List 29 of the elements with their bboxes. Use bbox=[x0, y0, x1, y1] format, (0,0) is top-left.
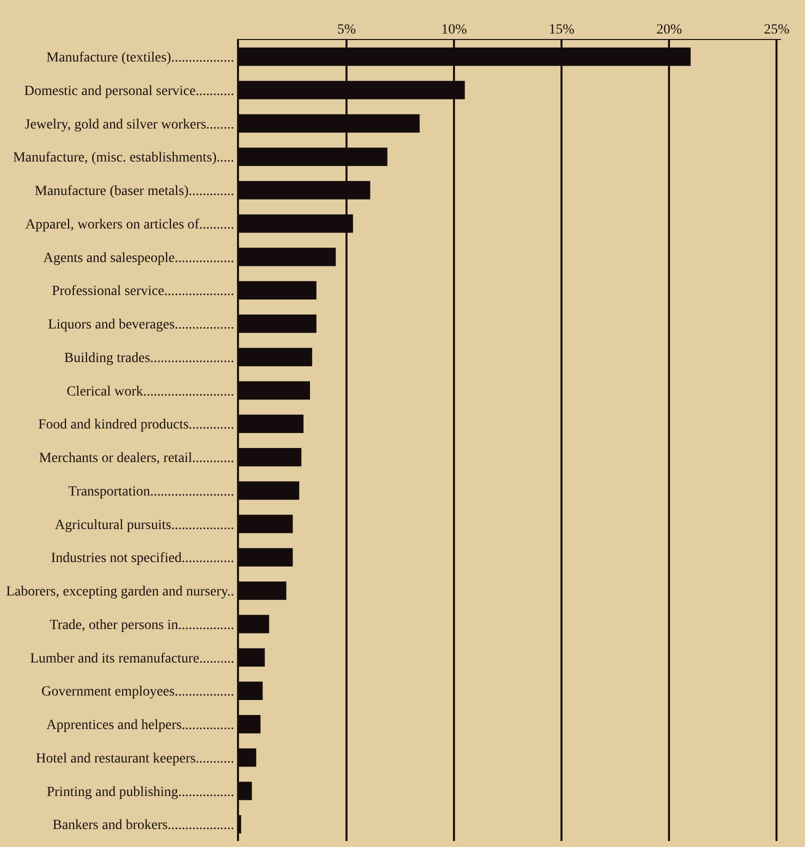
x-tick-label: 20% bbox=[656, 22, 682, 38]
y-tick-label: Professional service.................... bbox=[52, 284, 234, 300]
y-tick-label: Bankers and brokers................... bbox=[52, 818, 234, 834]
x-tick-label: 25% bbox=[764, 22, 790, 38]
y-tick-label: Agents and salespeople................. bbox=[43, 250, 234, 266]
y-tick-label: Transportation........................ bbox=[68, 484, 234, 500]
y-tick-label: Apprentices and helpers............... bbox=[46, 718, 234, 734]
y-tick-label: Manufacture (textiles).................. bbox=[46, 50, 234, 66]
y-tick-label: Apparel, workers on articles of.......... bbox=[25, 217, 234, 232]
y-tick-label: Merchants or dealers, retail............ bbox=[39, 451, 234, 466]
y-tick-label: Hotel and restaurant keepers........... bbox=[36, 751, 234, 766]
y-tick-label: Lumber and its remanufacture.......... bbox=[30, 651, 234, 666]
y-tick-label: Printing and publishing................ bbox=[46, 784, 234, 800]
y-tick-label: Trade, other persons in................ bbox=[50, 618, 234, 633]
y-tick-label: Manufacture, (misc. establishments)..... bbox=[12, 150, 234, 166]
y-tick-label: Industries not specified............... bbox=[51, 551, 234, 566]
y-tick-label: Building trades........................ bbox=[64, 350, 234, 366]
y-tick-label: Jewelry, gold and silver workers........ bbox=[24, 117, 234, 132]
y-tick-label: Laborers, excepting garden and nursery.. bbox=[6, 584, 234, 600]
x-tick-label: 15% bbox=[548, 22, 575, 38]
x-tick-label: 5% bbox=[337, 22, 356, 38]
y-tick-label: Clerical work.......................... bbox=[66, 384, 234, 400]
y-tick-label: Government employees................. bbox=[41, 684, 234, 700]
y-tick-label: Liquors and beverages................. bbox=[48, 318, 234, 333]
y-tick-label: Domestic and personal service........... bbox=[24, 84, 234, 99]
y-tick-label: Manufacture (baser metals)............. bbox=[34, 184, 234, 200]
x-tick-label: 10% bbox=[441, 22, 468, 38]
y-tick-label: Agricultural pursuits.................. bbox=[54, 518, 234, 533]
y-tick-label: Food and kindred products............. bbox=[38, 418, 234, 433]
